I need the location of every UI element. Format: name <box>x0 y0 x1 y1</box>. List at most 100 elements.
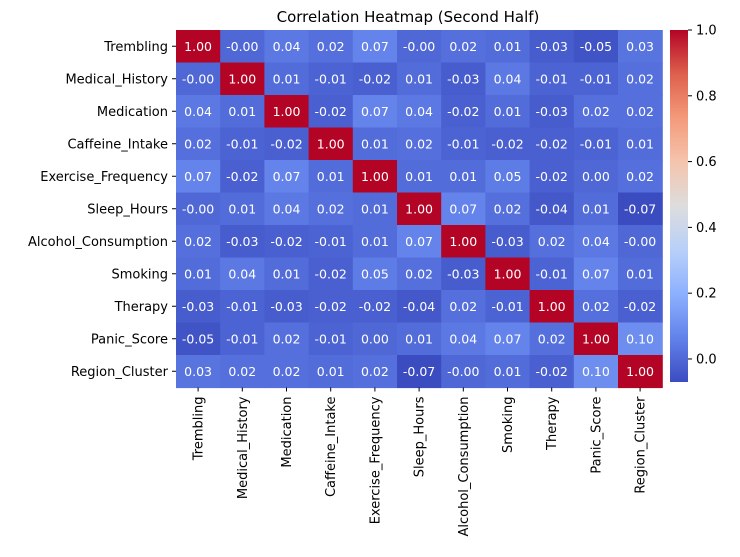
column-labels: Trembling Medical_History Medication Caffei… <box>192 387 649 537</box>
column-label: Panic_Score <box>589 397 604 474</box>
heatmap-cell <box>352 225 398 259</box>
cell-annotation: 0.07 <box>494 331 522 346</box>
heatmap-cell <box>308 192 354 226</box>
heatmap-cell <box>308 127 354 161</box>
colorbar: 0.0 0.2 0.4 0.6 0.8 1.0 <box>670 24 717 382</box>
heatmap-cell <box>352 257 398 291</box>
heatmap-cell <box>397 225 442 259</box>
cell-annotation: 0.02 <box>449 299 477 314</box>
heatmap-cell <box>397 160 442 194</box>
heatmap-cell <box>220 192 265 226</box>
cell-annotation: 0.03 <box>184 364 212 379</box>
heatmap-cell <box>176 30 221 64</box>
heatmap-cell <box>573 322 619 356</box>
cell-annotation: -0.02 <box>491 136 523 151</box>
heatmap-cell <box>618 30 663 64</box>
column-label: Trembling <box>192 397 207 462</box>
cell-annotation: 0.02 <box>228 364 256 379</box>
cell-annotation: -0.01 <box>536 71 568 86</box>
heatmap-cell <box>618 355 663 389</box>
cell-annotation: 0.01 <box>317 169 345 184</box>
cell-annotation: 0.04 <box>228 266 256 281</box>
heatmap-cell <box>264 30 310 64</box>
cell-annotation: -0.03 <box>447 71 479 86</box>
heatmap-cell <box>441 355 486 389</box>
heatmap-cell <box>220 322 265 356</box>
heatmap-cell <box>529 355 575 389</box>
cell-annotation: -0.00 <box>182 71 214 86</box>
cell-annotation: -0.02 <box>536 364 568 379</box>
cell-annotation: 0.01 <box>184 266 212 281</box>
cell-annotation: -0.01 <box>226 136 258 151</box>
heatmap-cell <box>308 322 354 356</box>
cell-annotation: 0.02 <box>361 364 389 379</box>
heatmap-cell <box>220 290 265 324</box>
heatmap-cell <box>485 322 531 356</box>
cell-annotation: 0.01 <box>273 71 301 86</box>
heatmap-cell <box>441 127 486 161</box>
cell-annotation: 1.00 <box>494 266 522 281</box>
heatmap-cell <box>308 257 354 291</box>
chart-title: Correlation Heatmap (Second Half) <box>277 8 540 26</box>
heatmap-cell <box>618 290 663 324</box>
cell-annotation: -0.02 <box>536 136 568 151</box>
heatmap-cell <box>220 355 265 389</box>
heatmap-cell <box>397 192 442 226</box>
cell-annotation: 1.00 <box>405 201 433 216</box>
heatmap-cell <box>618 127 663 161</box>
heatmap-cell <box>529 127 575 161</box>
heatmap-cell <box>264 355 310 389</box>
cell-annotation: 0.10 <box>626 331 654 346</box>
cell-annotation: -0.00 <box>403 39 435 54</box>
cell-annotation: -0.00 <box>182 201 214 216</box>
cell-annotation: -0.01 <box>315 71 347 86</box>
cell-annotation: 0.07 <box>405 234 433 249</box>
row-label: Trembling <box>103 40 168 55</box>
cell-annotation: 1.00 <box>228 71 256 86</box>
cell-annotation: 0.04 <box>405 104 433 119</box>
heatmap-cell <box>485 160 531 194</box>
cell-annotation: 1.00 <box>361 169 389 184</box>
cell-annotation: 0.01 <box>494 39 522 54</box>
heatmap-cell <box>573 160 619 194</box>
cell-annotation: -0.02 <box>359 71 391 86</box>
heatmap-cell <box>397 257 442 291</box>
heatmap-cell <box>618 62 663 96</box>
cell-annotation: -0.03 <box>270 299 302 314</box>
cell-annotation: 0.02 <box>494 201 522 216</box>
cell-annotation: -0.01 <box>315 331 347 346</box>
row-label: Medication <box>97 105 168 120</box>
row-label: Sleep_Hours <box>87 202 168 217</box>
colorbar-tick-label: 0.6 <box>696 155 717 170</box>
heatmap-cell <box>397 355 442 389</box>
cell-annotation: -0.03 <box>447 266 479 281</box>
heatmap-cell <box>441 322 486 356</box>
heatmap-cell <box>441 160 486 194</box>
cell-annotation: 1.00 <box>317 136 345 151</box>
heatmap-cell <box>529 322 575 356</box>
cell-annotation: 0.01 <box>361 234 389 249</box>
heatmap-cell <box>220 127 265 161</box>
cell-annotation: -0.00 <box>447 364 479 379</box>
cell-annotation: 0.01 <box>317 364 345 379</box>
cell-annotation: 0.01 <box>494 364 522 379</box>
cell-annotation: 0.07 <box>361 104 389 119</box>
cell-annotation: -0.05 <box>182 331 214 346</box>
cell-annotation: -0.00 <box>624 234 656 249</box>
heatmap-cell <box>618 160 663 194</box>
heatmap-cell <box>618 225 663 259</box>
cell-annotation: 0.01 <box>449 169 477 184</box>
heatmap-cell <box>529 192 575 226</box>
heatmap-cell <box>529 30 575 64</box>
cell-annotation: 1.00 <box>184 39 212 54</box>
heatmap-cell <box>220 95 265 129</box>
heatmap-cell <box>573 257 619 291</box>
cell-annotation: -0.02 <box>536 169 568 184</box>
heatmap-cell <box>397 290 442 324</box>
cell-annotation: -0.01 <box>226 299 258 314</box>
cell-annotation: 0.02 <box>405 136 433 151</box>
heatmap-cell <box>618 322 663 356</box>
heatmap-cell <box>308 95 354 129</box>
cell-annotation: 0.04 <box>273 201 301 216</box>
row-label: Therapy <box>114 300 169 315</box>
